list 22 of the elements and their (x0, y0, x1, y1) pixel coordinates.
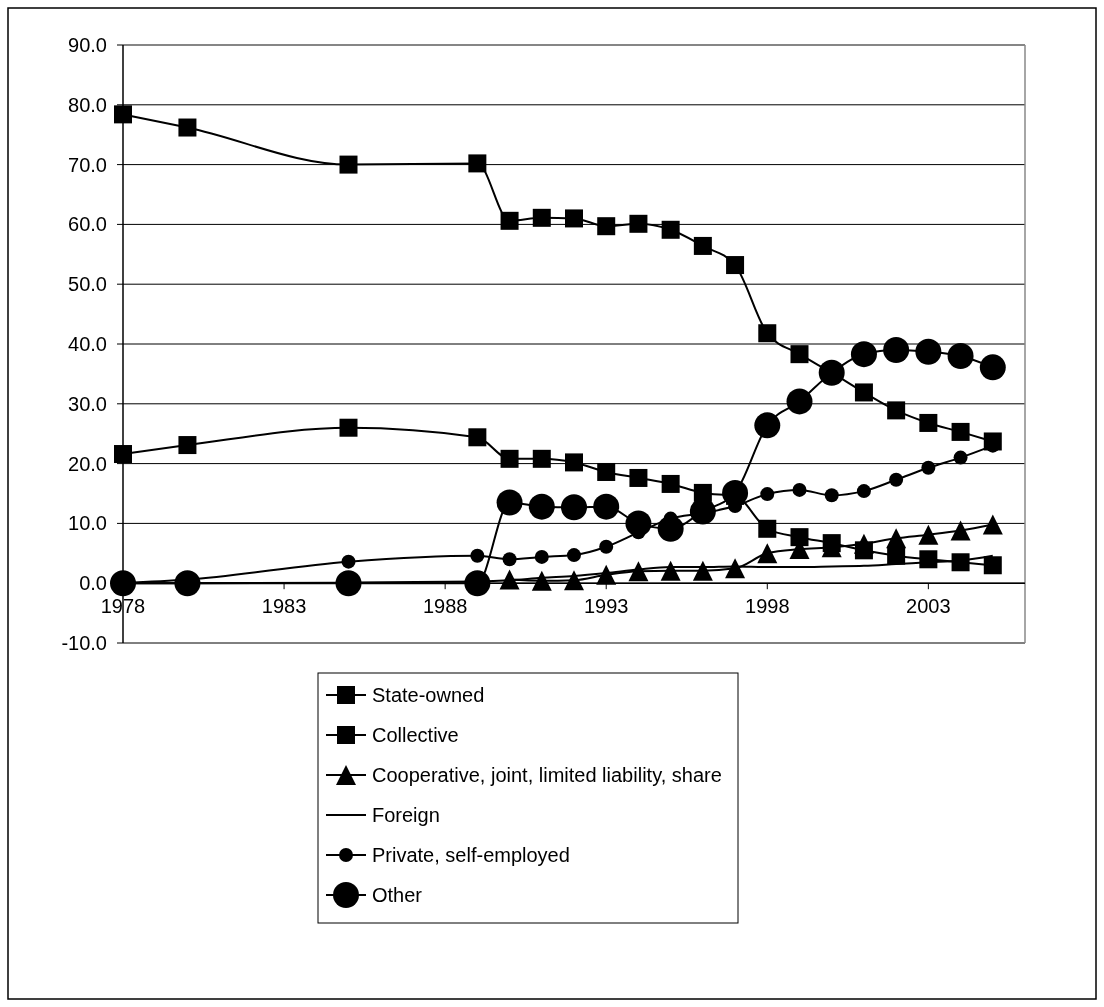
y-tick-label: 80.0 (68, 93, 107, 116)
x-tick-label: 1993 (583, 595, 629, 618)
y-tick-label: 20.0 (68, 452, 107, 475)
x-tick-label: 1988 (422, 595, 468, 618)
x-tick-label: 1983 (261, 595, 307, 618)
x-tick-label: 2003 (906, 595, 951, 618)
y-tick-label: -10.0 (61, 632, 107, 654)
legend-label: Collective (372, 724, 459, 746)
legend-label: Cooperative, joint, limited liability, share (372, 764, 722, 786)
legend-label: Foreign (372, 804, 440, 826)
legend-label: Other (372, 884, 423, 906)
legend-label: State-owned (372, 684, 485, 706)
y-tick-label: 30.0 (68, 392, 107, 415)
y-tick-label: 60.0 (68, 213, 107, 236)
y-tick-label: 90.0 (68, 34, 107, 56)
y-tick-label: 0.0 (79, 572, 107, 595)
y-tick-label: 40.0 (68, 333, 107, 355)
y-tick-label: 50.0 (68, 273, 107, 296)
legend-label: Private, self-employed (372, 844, 570, 866)
y-tick-label: 10.0 (68, 512, 107, 535)
x-tick-label: 1998 (745, 595, 790, 618)
y-tick-label: 70.0 (68, 153, 107, 176)
